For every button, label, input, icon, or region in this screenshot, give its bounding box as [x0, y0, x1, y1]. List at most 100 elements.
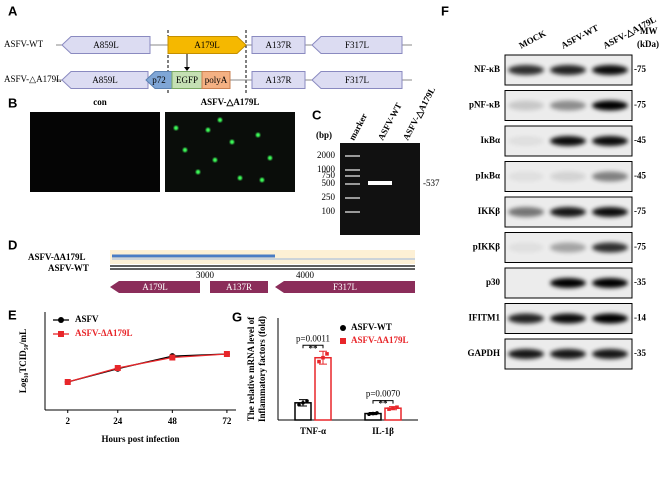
ladder-label: 250	[322, 192, 336, 202]
blot-band	[550, 207, 586, 217]
replicate-point	[301, 401, 305, 405]
ladder-label: 1000	[317, 164, 336, 174]
lane-label: ASFV-△A179L	[401, 85, 437, 142]
gene-label: polyA	[205, 75, 228, 85]
blot-band	[508, 100, 544, 111]
mw-label: -35	[634, 277, 646, 287]
protein-label: IκBα	[480, 135, 500, 145]
mw-title: MW	[640, 26, 658, 36]
blot-band	[508, 242, 544, 253]
band-label: -537	[423, 178, 440, 188]
replicate-point	[317, 359, 321, 364]
series-line	[67, 353, 227, 383]
gene-label: F317L	[333, 282, 357, 292]
data-point	[169, 354, 176, 361]
pcr-band	[368, 181, 392, 185]
blot-band	[508, 349, 544, 359]
micrograph	[165, 112, 295, 192]
x-tick-label: IL-1β	[372, 426, 394, 436]
sig-bracket	[372, 400, 394, 404]
mw-label: -45	[634, 171, 646, 181]
gfp-cell	[217, 117, 223, 123]
bar	[314, 356, 332, 421]
gene	[210, 281, 268, 293]
strain-label: ASFV-△A179L	[4, 74, 62, 84]
gfp-cell	[195, 169, 201, 175]
gfp-cell	[267, 155, 273, 161]
data-point	[114, 365, 121, 371]
x-tick-label: 48	[168, 416, 178, 426]
gene-label: A179L	[142, 282, 168, 292]
scale-label: 4000	[296, 270, 315, 280]
unit-label: (bp)	[316, 130, 332, 140]
gfp-cell	[173, 125, 179, 131]
protein-label: NF-κB	[474, 64, 500, 74]
protein-label: pIKKβ	[473, 242, 501, 252]
lane-label: MOCK	[517, 28, 547, 50]
gfp-cell	[259, 177, 265, 183]
blot-band	[550, 349, 586, 359]
ladder-band	[345, 211, 360, 213]
gene	[311, 71, 403, 89]
ladder-band	[345, 183, 360, 185]
legend-label: ASFV-ΔA179L	[75, 328, 132, 338]
gene-label: p72	[152, 75, 166, 85]
scale-label: 3000	[196, 270, 215, 280]
legend-marker	[58, 317, 64, 323]
panel-label: C	[312, 107, 322, 122]
blot-band	[550, 100, 586, 111]
protein-label: GAPDH	[468, 348, 501, 358]
mw-label: -75	[634, 242, 646, 252]
gene-label: F317L	[345, 40, 369, 50]
panel-label: D	[8, 237, 17, 252]
ladder-band	[345, 197, 360, 199]
replicate-point	[367, 412, 371, 417]
legend-marker	[58, 331, 64, 337]
x-tick-label: 24	[113, 416, 123, 426]
blot-band	[550, 65, 586, 75]
blot-band	[592, 349, 628, 359]
blot-band	[508, 136, 544, 146]
ladder-band	[345, 155, 360, 157]
strain-label: ASFV-WT	[4, 39, 44, 49]
y-axis-label: The relative mRNA level of	[246, 316, 256, 421]
gene	[167, 36, 247, 54]
gene-label: A137R	[265, 75, 291, 85]
x-tick-label: 2	[65, 416, 70, 426]
ladder-label: 500	[322, 178, 336, 188]
ladder-band	[345, 169, 360, 171]
mw-title: (kDa)	[637, 39, 659, 49]
legend-label: ASFV	[75, 314, 99, 324]
gfp-cell	[255, 132, 261, 138]
blot-band	[508, 313, 544, 324]
blot-band	[550, 242, 586, 253]
gene	[251, 36, 306, 54]
gene-label: A137R	[226, 282, 252, 292]
protein-label: IKKβ	[478, 206, 501, 216]
blot-band	[550, 136, 586, 146]
data-point	[64, 379, 71, 385]
gene-label: A179L	[194, 40, 220, 50]
replicate-point	[305, 399, 309, 403]
x-tick-label: TNF-α	[300, 426, 326, 436]
replicate-point	[297, 402, 301, 407]
mw-label: -75	[634, 206, 646, 216]
blot-band	[592, 136, 628, 146]
blot-band	[550, 278, 586, 288]
gfp-cell	[212, 157, 218, 163]
legend-marker	[340, 325, 346, 331]
gene-label: F317L	[345, 75, 369, 85]
ladder-label: 750	[322, 170, 336, 180]
protein-label: p30	[486, 277, 501, 287]
image-label: con	[93, 97, 107, 107]
replicate-point	[395, 405, 399, 410]
mw-label: -75	[634, 64, 646, 74]
panel-label: A	[8, 3, 18, 18]
blot-band	[592, 278, 628, 288]
sig-bracket	[302, 344, 324, 349]
replicate-point	[371, 411, 375, 416]
gel	[340, 143, 420, 235]
image-label: ASFV-△A179L	[201, 97, 260, 107]
replicate-point	[321, 355, 325, 360]
